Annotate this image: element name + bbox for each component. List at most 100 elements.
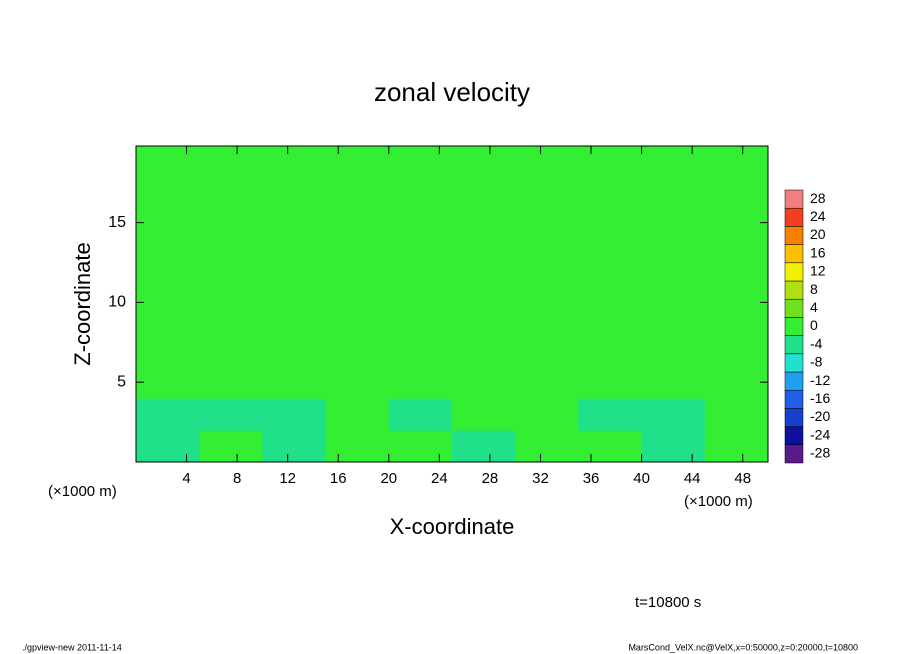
colorbar-swatch — [784, 189, 804, 209]
x-tick-label: 48 — [734, 470, 751, 487]
cell — [199, 398, 263, 431]
x-tick-label: 40 — [633, 470, 650, 487]
colorbar-label: -8 — [810, 354, 823, 370]
x-tick-label: 4 — [182, 470, 190, 487]
chart-title: zonal velocity — [374, 77, 530, 107]
cell — [199, 366, 263, 399]
x-tick-label: 24 — [431, 470, 448, 487]
colorbar-label: 20 — [810, 226, 826, 242]
colorbar-label: -4 — [810, 335, 823, 351]
x-tick-label: 36 — [583, 470, 600, 487]
colorbar-swatch — [784, 298, 804, 318]
annotation: t=10800 s — [635, 594, 701, 611]
cell — [578, 398, 643, 431]
colorbar-label: 24 — [810, 208, 826, 224]
colorbar-swatch — [784, 262, 804, 282]
cell — [641, 238, 706, 303]
cell — [578, 430, 643, 463]
cell — [452, 146, 516, 240]
y-tick-label: 5 — [117, 373, 126, 390]
cell — [136, 366, 200, 399]
x-tick-label: 28 — [482, 470, 499, 487]
x-tick-label: 16 — [330, 470, 347, 487]
cell — [388, 430, 453, 463]
cell — [704, 398, 769, 431]
colorbar-label: -12 — [810, 372, 830, 388]
cell — [325, 238, 390, 303]
cell — [262, 146, 327, 240]
cell — [641, 302, 706, 367]
cell — [199, 302, 263, 367]
colorbar-swatch — [784, 408, 804, 427]
cell — [199, 430, 263, 463]
footer: ./gpview-new 2011-11-14 — [22, 642, 122, 652]
cell — [262, 238, 327, 303]
colorbar-label: -20 — [810, 408, 830, 424]
cell — [578, 238, 643, 303]
colorbar-label: 12 — [810, 263, 826, 279]
colorbar-swatch — [784, 280, 804, 300]
cell — [199, 146, 263, 240]
cell — [388, 398, 453, 431]
colorbar-swatch — [784, 317, 804, 336]
cell — [452, 238, 516, 303]
colorbar-label: 0 — [810, 317, 818, 333]
x-unit: (×1000 m) — [48, 483, 117, 500]
x-unit: (×1000 m) — [684, 493, 753, 510]
cell — [641, 430, 706, 463]
cell — [325, 398, 390, 431]
cell — [704, 238, 769, 303]
colorbar-swatch — [784, 353, 804, 373]
colorbar-swatch — [784, 389, 804, 409]
cell — [325, 430, 390, 463]
cell — [704, 366, 769, 399]
cell — [704, 302, 769, 367]
x-axis-label: X-coordinate — [390, 514, 515, 539]
plot-frame — [135, 145, 769, 463]
cell — [452, 398, 516, 431]
cell — [452, 430, 516, 463]
cell — [136, 302, 200, 367]
colorbar-label: -28 — [810, 445, 830, 461]
cell — [388, 366, 453, 399]
cell — [136, 238, 200, 303]
colorbar-label: 4 — [810, 299, 818, 315]
x-tick-label: 44 — [684, 470, 701, 487]
cell — [325, 302, 390, 367]
cell — [136, 146, 200, 240]
cell — [515, 366, 579, 399]
cell — [262, 398, 327, 431]
cell — [515, 238, 579, 303]
y-tick-label: 10 — [108, 294, 126, 311]
colorbar-label: -16 — [810, 390, 830, 406]
cell — [515, 302, 579, 367]
cell — [325, 146, 390, 240]
cell — [578, 366, 643, 399]
cell — [325, 366, 390, 399]
y-axis-label: Z-coordinate — [70, 242, 95, 366]
footer: MarsCond_VelX.nc@VelX,x=0:50000,z=0:2000… — [628, 642, 858, 652]
cell — [136, 430, 200, 463]
colorbar-label: 8 — [810, 281, 818, 297]
cell — [262, 366, 327, 399]
cell — [578, 146, 643, 240]
cell — [515, 430, 579, 463]
cell — [199, 238, 263, 303]
cell — [578, 302, 643, 367]
cell — [641, 398, 706, 431]
colorbar-swatch — [784, 335, 804, 355]
cell — [388, 302, 453, 367]
cell — [515, 398, 579, 431]
colorbar-swatch — [784, 207, 804, 227]
cell — [262, 430, 327, 463]
cell — [262, 302, 327, 367]
cell — [704, 146, 769, 240]
cell — [388, 146, 453, 240]
x-tick-label: 32 — [532, 470, 549, 487]
y-tick-label: 15 — [108, 214, 126, 231]
x-tick-label: 8 — [233, 470, 241, 487]
cell — [515, 146, 579, 240]
cell — [641, 146, 706, 240]
x-tick-label: 12 — [279, 470, 296, 487]
